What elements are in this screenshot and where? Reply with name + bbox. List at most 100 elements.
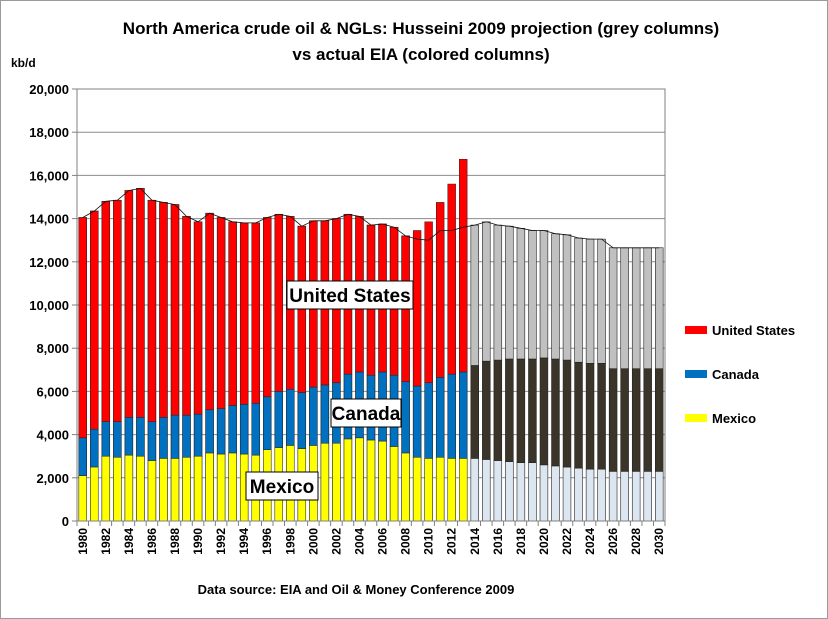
actual-bar-united-states [447,183,456,375]
y-tick-label: 12,000 [29,255,69,270]
chart-title-line2: vs actual EIA (colored columns) [292,45,549,64]
actual-bar-canada [401,381,410,454]
projection-bar-canada [631,368,641,472]
projection-bar-mexico [516,462,526,522]
x-tick-label: 2006 [376,528,390,555]
actual-bar-united-states [251,222,260,404]
projection-bar-canada [608,368,618,472]
projection-bar-mexico [470,458,479,522]
x-tick-label: 2008 [399,528,413,555]
projection-bar-canada [643,368,652,472]
projection-bar-mexico [643,471,652,522]
x-tick-label: 2010 [422,528,436,555]
actual-bar-canada [436,377,445,458]
actual-bar-mexico [459,458,468,522]
projection-bar-mexico [574,467,583,522]
actual-bar-mexico [436,457,445,522]
actual-bar-united-states [78,217,87,439]
actual-bar-united-states [228,221,237,406]
x-tick-label: 2018 [514,528,528,555]
projection-bar-mexico [539,464,549,522]
actual-bar-canada [251,403,260,456]
actual-bar-canada [159,417,168,459]
bar-series [78,158,664,522]
actual-bar-mexico [113,457,122,522]
projection-bar-mexico [585,468,595,522]
actual-bar-canada [274,391,283,448]
x-tick-label: 2026 [606,528,620,555]
legend: United States Canada Mexico [685,323,795,426]
projection-bar-united-states [574,237,583,363]
y-tick-label: 8,000 [36,341,69,356]
projection-bar-canada [585,363,595,470]
actual-bar-mexico [147,460,157,522]
actual-bar-united-states [182,216,191,416]
actual-bar-canada [263,396,272,450]
actual-bar-mexico [401,452,410,522]
actual-bar-canada [424,382,433,459]
y-axis-unit-label: kb/d [11,56,36,70]
actual-bar-united-states [147,199,157,422]
actual-bar-canada [297,392,306,449]
x-tick-label: 2024 [583,528,597,555]
projection-bar-mexico [631,471,641,522]
projection-bar-mexico [655,471,664,522]
y-tick-label: 6,000 [36,384,69,399]
projection-bar-canada [574,361,583,469]
x-tick-label: 1992 [214,528,228,555]
actual-bar-united-states [101,201,110,422]
actual-bar-united-states [263,217,272,398]
projection-bar-canada [482,360,491,460]
projection-bar-mexico [562,466,572,522]
projection-bar-united-states [562,234,572,361]
y-tick-label: 10,000 [29,298,69,313]
actual-bar-canada [216,408,226,455]
projection-bar-canada [655,368,664,472]
projection-bar-united-states [493,224,503,361]
actual-bar-mexico [412,457,422,522]
x-tick-label: 1998 [283,528,297,555]
actual-bar-united-states [436,202,445,378]
actual-bar-united-states [412,230,422,387]
actual-bar-united-states [205,212,214,411]
actual-bar-canada [459,371,468,459]
x-tick-label: 2002 [329,528,343,555]
actual-bar-mexico [389,446,399,522]
actual-bar-mexico [182,457,191,522]
actual-bar-united-states [216,217,226,409]
annotation-box-mexico [245,471,319,501]
actual-bar-mexico [159,458,168,522]
actual-bar-canada [240,404,249,455]
actual-bar-mexico [424,458,433,522]
x-tick-label: 1990 [191,528,205,555]
annotation-canada: Canada [332,404,401,425]
actual-bar-mexico [355,437,364,522]
actual-bar-mexico [216,453,226,522]
projection-bar-canada [505,358,514,462]
actual-bar-mexico [101,455,110,522]
chart-title-line1: North America crude oil & NGLs: Husseini… [123,19,719,38]
data-source-note: Data source: EIA and Oil & Money Confere… [198,582,515,597]
y-tick-label: 20,000 [29,82,69,97]
x-tick-label: 2016 [491,528,505,555]
y-tick-label: 16,000 [29,168,69,183]
x-tick-label: 1988 [168,528,182,555]
projection-bar-united-states [551,233,560,360]
actual-bar-canada [147,421,157,461]
actual-bar-canada [182,414,191,458]
projection-bar-canada [551,358,560,467]
actual-bar-mexico [320,442,330,522]
projection-bar-united-states [620,247,629,370]
projection-bar-canada [620,368,629,472]
annotation-box-united-states [286,280,414,310]
projection-bar-united-states [470,224,479,366]
projection-bar-mexico [505,461,514,522]
annotation-united-states: United States [289,286,410,307]
actual-bar-canada [136,417,145,457]
projection-bar-mexico [620,471,629,522]
x-tick-label: 2028 [629,528,643,555]
actual-bar-canada [228,405,237,454]
x-tick-label: 1994 [237,528,251,555]
